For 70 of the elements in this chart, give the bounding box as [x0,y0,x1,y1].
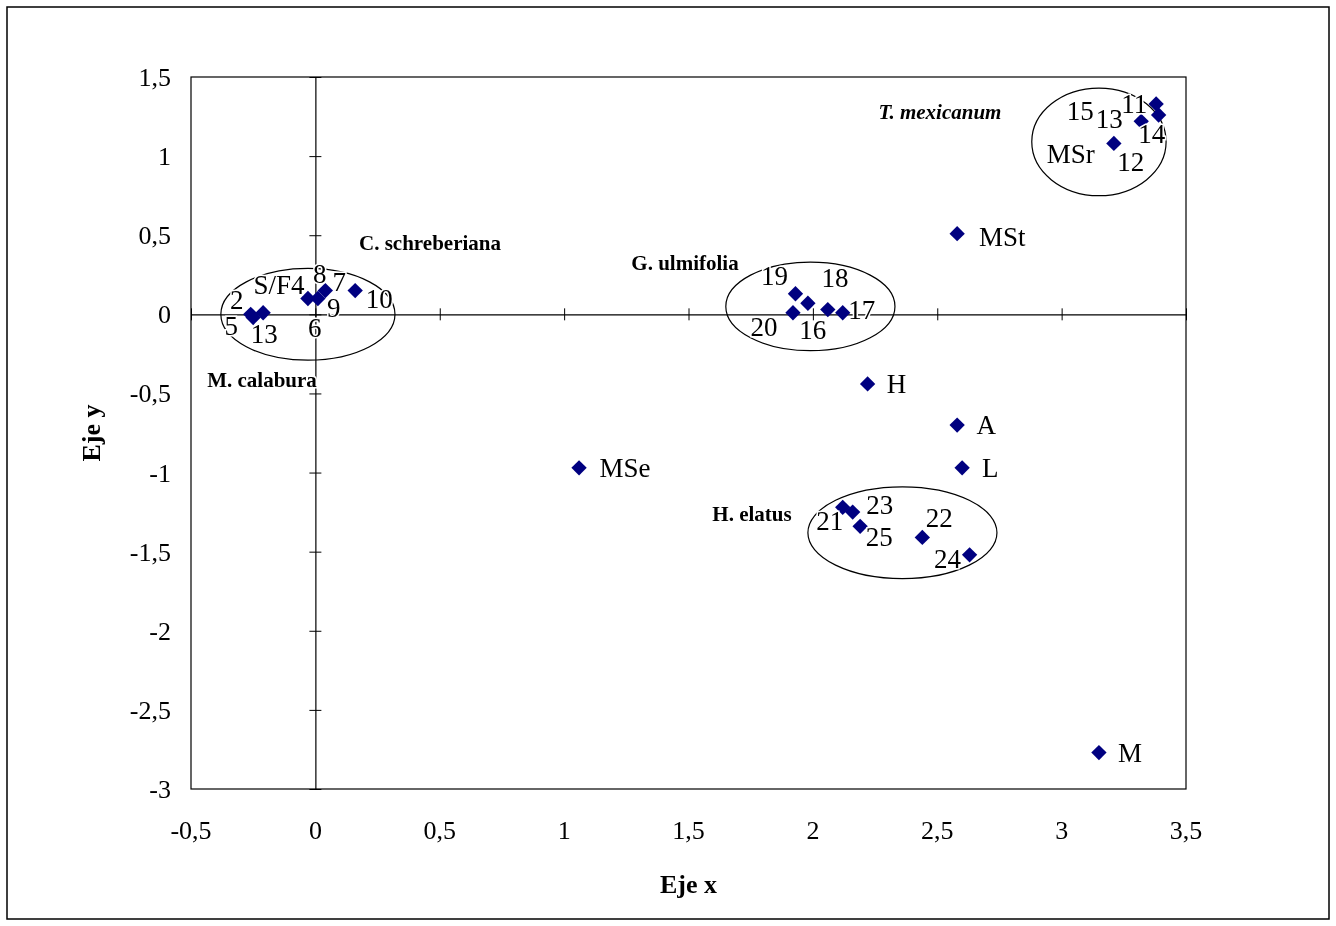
annotation: 11 [1121,88,1148,119]
annotation: H. elatus [712,502,792,526]
annotation: MSe [599,452,651,483]
annotation: G. ulmifolia [631,251,740,275]
y-tick-label: -0,5 [129,379,171,409]
x-tick-label: 3 [1055,816,1069,845]
point [255,305,271,321]
point [347,282,363,299]
annotation: 19 [760,260,788,291]
point [949,225,965,242]
point [820,301,836,318]
annotation: 22 [925,503,953,534]
annotation: 21 [816,506,844,537]
annotation: S/F4 [253,269,305,300]
annotation: 20 [750,311,778,342]
y-tick-label: -2,5 [129,695,171,725]
y-tick-label: 0,5 [138,221,171,251]
point [961,547,978,563]
x-tick-label: 2 [806,816,820,845]
annotation: 18 [821,263,849,294]
x-tick-label: 1 [557,816,571,845]
point [949,417,965,433]
point [914,529,930,546]
annotation: C. schreberiana [359,231,502,255]
y-tick-label: -1 [149,458,171,488]
annotation: 12 [1117,147,1145,178]
annotation: M [1117,737,1142,768]
point [954,460,970,476]
annotation: MSt [978,221,1026,252]
x-tick-label: 0 [308,816,322,845]
point [1091,744,1107,761]
x-tick-label: 2,5 [921,816,954,845]
annotation: T. mexicanum [878,100,1002,124]
x-tick-label: 3,5 [1169,816,1203,845]
annotation: 23 [866,490,894,521]
y-tick-label: -1,5 [129,537,171,567]
annotation: 25 [865,522,893,553]
y-axis-title: Eje y [77,404,106,462]
point [1150,107,1167,123]
point [785,305,801,321]
x-tick-label: 0,5 [423,816,456,845]
annotation: 14 [1138,118,1166,149]
point [245,309,261,326]
point [845,504,861,520]
annotation: A [976,410,997,441]
point [571,460,587,476]
annotation: 13 [1095,104,1123,135]
point [800,295,816,311]
annotation: MSr [1046,139,1095,170]
point [852,518,868,535]
annotation: 7 [332,266,347,297]
annotation: L [981,452,999,483]
annotation: 10 [365,283,393,314]
point [787,286,804,302]
y-tick-label: 1 [158,142,171,172]
point [1106,135,1122,152]
point [859,376,876,392]
point [317,282,333,299]
x-tick-label: 1,5 [672,816,705,845]
annotation: 15 [1066,96,1094,127]
annotation: 16 [799,314,827,345]
annotation: 24 [934,543,962,574]
annotation: 13 [250,318,278,349]
annotation: H [886,368,907,399]
y-tick-label: 0 [158,300,171,330]
y-tick-label: 1,5 [138,63,171,92]
point [835,305,851,321]
y-tick-label: -2 [149,616,171,646]
x-axis-title: Eje x [659,870,718,899]
y-tick-label: -3 [149,775,171,804]
